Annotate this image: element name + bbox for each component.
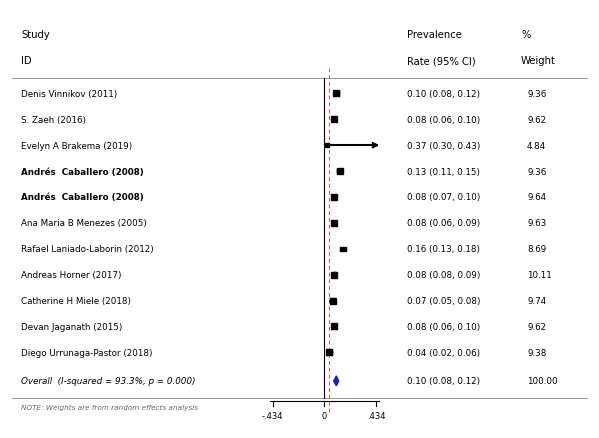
Text: 0.10 (0.08, 0.12): 0.10 (0.08, 0.12) bbox=[407, 90, 480, 99]
Text: Prevalence: Prevalence bbox=[407, 30, 462, 40]
Text: Andrés  Caballero (2008): Andrés Caballero (2008) bbox=[21, 167, 144, 176]
Text: 0.07 (0.05, 0.08): 0.07 (0.05, 0.08) bbox=[407, 297, 481, 305]
Text: .434: .434 bbox=[367, 411, 385, 420]
Text: 9.36: 9.36 bbox=[527, 90, 546, 99]
Text: 0.08 (0.08, 0.09): 0.08 (0.08, 0.09) bbox=[407, 271, 480, 279]
Text: Diego Urrunaga-Pastor (2018): Diego Urrunaga-Pastor (2018) bbox=[21, 348, 153, 357]
Text: 9.38: 9.38 bbox=[527, 348, 546, 357]
Text: Andreas Horner (2017): Andreas Horner (2017) bbox=[21, 271, 122, 279]
Text: 8.69: 8.69 bbox=[527, 245, 546, 254]
Text: Rafael Laniado-Laborin (2012): Rafael Laniado-Laborin (2012) bbox=[21, 245, 154, 254]
Text: 0.04 (0.02, 0.06): 0.04 (0.02, 0.06) bbox=[407, 348, 480, 357]
Text: S. Zaeh (2016): S. Zaeh (2016) bbox=[21, 116, 86, 124]
Text: Study: Study bbox=[21, 30, 50, 40]
Text: Catherine H Miele (2018): Catherine H Miele (2018) bbox=[21, 297, 131, 305]
Text: 10.11: 10.11 bbox=[527, 271, 552, 279]
Text: 9.36: 9.36 bbox=[527, 167, 546, 176]
Text: 0.08 (0.06, 0.10): 0.08 (0.06, 0.10) bbox=[407, 322, 480, 331]
Text: Andrés  Caballero (2008): Andrés Caballero (2008) bbox=[21, 193, 144, 202]
Text: 0.08 (0.06, 0.09): 0.08 (0.06, 0.09) bbox=[407, 219, 480, 228]
Text: 0.13 (0.11, 0.15): 0.13 (0.11, 0.15) bbox=[407, 167, 480, 176]
Text: 0.08 (0.06, 0.10): 0.08 (0.06, 0.10) bbox=[407, 116, 480, 124]
Text: 9.74: 9.74 bbox=[527, 297, 546, 305]
Text: %: % bbox=[521, 30, 531, 40]
Text: -.434: -.434 bbox=[262, 411, 283, 420]
Text: Devan Jaganath (2015): Devan Jaganath (2015) bbox=[21, 322, 122, 331]
Text: Weight: Weight bbox=[521, 57, 556, 66]
Text: NOTE: Weights are from random effects analysis: NOTE: Weights are from random effects an… bbox=[21, 404, 198, 410]
Text: 0.37 (0.30, 0.43): 0.37 (0.30, 0.43) bbox=[407, 141, 480, 150]
Text: Evelyn A Brakema (2019): Evelyn A Brakema (2019) bbox=[21, 141, 132, 150]
Text: 0.08 (0.07, 0.10): 0.08 (0.07, 0.10) bbox=[407, 193, 480, 202]
Text: 0.16 (0.13, 0.18): 0.16 (0.13, 0.18) bbox=[407, 245, 480, 254]
Text: 0.10 (0.08, 0.12): 0.10 (0.08, 0.12) bbox=[407, 377, 480, 385]
Text: 9.63: 9.63 bbox=[527, 219, 546, 228]
Text: 100.00: 100.00 bbox=[527, 377, 558, 385]
Text: 4.84: 4.84 bbox=[527, 141, 546, 150]
Text: 9.62: 9.62 bbox=[527, 116, 546, 124]
Text: 9.62: 9.62 bbox=[527, 322, 546, 331]
Polygon shape bbox=[334, 376, 338, 386]
Text: Denis Vinnikov (2011): Denis Vinnikov (2011) bbox=[21, 90, 117, 99]
Text: Overall  (I-squared = 93.3%, p = 0.000): Overall (I-squared = 93.3%, p = 0.000) bbox=[21, 377, 195, 385]
Text: 9.64: 9.64 bbox=[527, 193, 546, 202]
Text: Rate (95% CI): Rate (95% CI) bbox=[407, 57, 476, 66]
Text: 0: 0 bbox=[322, 411, 327, 420]
Text: ID: ID bbox=[21, 57, 32, 66]
Text: Ana Maria B Menezes (2005): Ana Maria B Menezes (2005) bbox=[21, 219, 147, 228]
